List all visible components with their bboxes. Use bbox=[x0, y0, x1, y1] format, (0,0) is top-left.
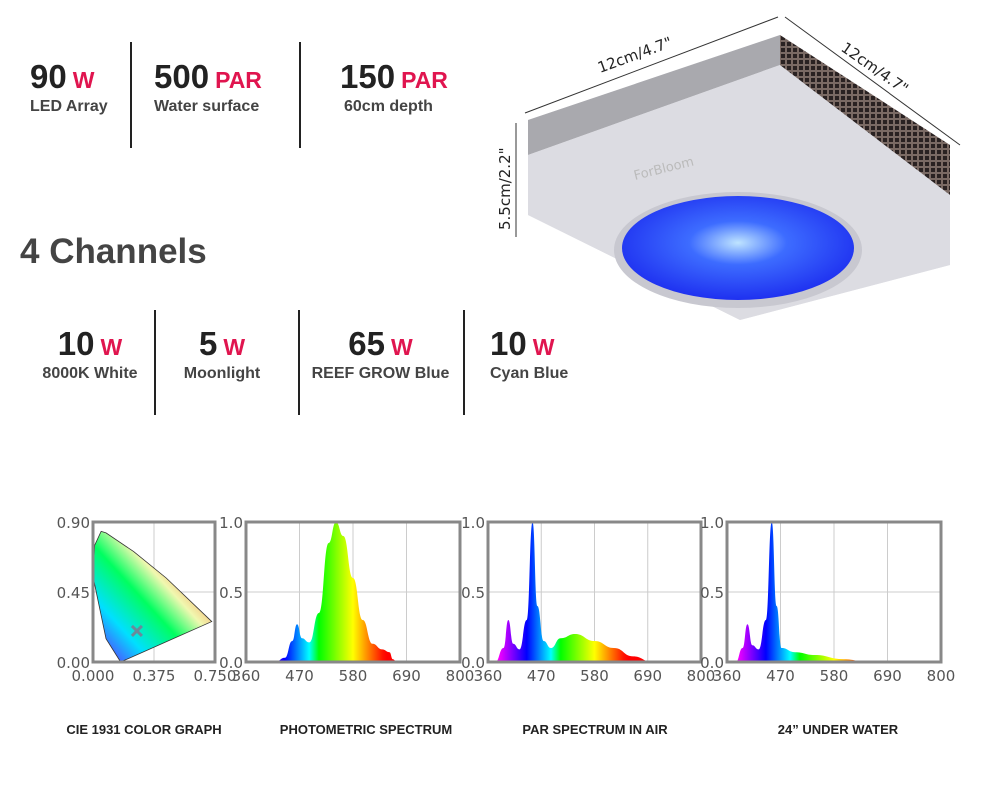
channel-value: 10 bbox=[490, 325, 527, 362]
side-band bbox=[528, 35, 780, 155]
plot-frame bbox=[486, 520, 703, 664]
caption-cie: CIE 1931 COLOR GRAPH bbox=[66, 722, 222, 737]
depth-dimension-line bbox=[784, 16, 961, 146]
x-tick-label: 800 bbox=[446, 667, 475, 685]
channel-value: 65 bbox=[348, 325, 385, 362]
channel-unit: W bbox=[223, 334, 246, 360]
spectrum-area bbox=[495, 522, 653, 662]
x-tick-label: 580 bbox=[339, 667, 368, 685]
x-tick-label: 470 bbox=[766, 667, 795, 685]
spec-value: 500 bbox=[154, 58, 210, 95]
plot-frame bbox=[244, 520, 462, 664]
x-tick-label: 0.750 bbox=[194, 667, 237, 685]
spec-water-surface: 500 PAR Water surface bbox=[154, 58, 262, 116]
spec-label: 60cm depth bbox=[344, 98, 433, 115]
divider bbox=[154, 310, 156, 415]
channel-value: 5 bbox=[198, 325, 218, 362]
x-tick-label: 690 bbox=[633, 667, 662, 685]
spec-value: 150 bbox=[340, 58, 396, 95]
divider bbox=[463, 310, 465, 415]
y-tick-label: 1.0 bbox=[700, 514, 724, 532]
y-tick-label: 1.0 bbox=[219, 514, 243, 532]
y-tick-label: 0.90 bbox=[57, 514, 90, 532]
spec-unit: W bbox=[72, 67, 95, 93]
x-tick-label: 0.000 bbox=[72, 667, 115, 685]
channel-unit: W bbox=[391, 334, 413, 360]
spec-led-array: 90 W LED Array bbox=[30, 58, 108, 116]
channel-unit: W bbox=[100, 334, 123, 360]
channels-title: 4 Channels bbox=[20, 232, 207, 271]
y-tick-label: 0.5 bbox=[461, 584, 485, 602]
spec-label: Water surface bbox=[154, 98, 260, 115]
height-label: 5.5cm/2.2" bbox=[496, 147, 514, 230]
spec-value: 90 bbox=[30, 58, 67, 95]
channel-white: 10 W 8000K White bbox=[35, 325, 145, 383]
width-dimension-line bbox=[524, 16, 779, 114]
channel-label: REEF GROW Blue bbox=[311, 365, 450, 382]
divider bbox=[130, 42, 132, 148]
channel-label: 8000K White bbox=[42, 365, 138, 382]
vent-grill bbox=[780, 35, 950, 195]
channel-label: Cyan Blue bbox=[490, 365, 569, 382]
x-tick-label: 800 bbox=[687, 667, 716, 685]
channel-unit: W bbox=[532, 334, 555, 360]
caption-under-water: 24” UNDER WATER bbox=[777, 722, 899, 737]
channel-value: 10 bbox=[57, 325, 95, 362]
caption-photometric: PHOTOMETRIC SPECTRUM bbox=[279, 722, 453, 737]
spectrum-area bbox=[735, 522, 869, 662]
y-tick-label: 0.5 bbox=[219, 584, 243, 602]
x-tick-label: 360 bbox=[474, 667, 503, 685]
charts: 0.000 0.375 0.750 0.00 0.45 0.90 360 470 580 690 8… bbox=[57, 514, 956, 685]
channel-cyan-blue: 10 W Cyan Blue bbox=[490, 325, 568, 383]
divider bbox=[299, 42, 301, 148]
x-tick-label: 360 bbox=[232, 667, 261, 685]
spec-unit: PAR bbox=[215, 67, 262, 93]
y-tick-label: 0.45 bbox=[57, 584, 90, 602]
spectrum-area bbox=[275, 522, 397, 662]
plot-frame bbox=[91, 520, 217, 664]
x-tick-label: 470 bbox=[285, 667, 314, 685]
x-tick-label: 360 bbox=[713, 667, 742, 685]
x-tick-label: 580 bbox=[580, 667, 609, 685]
y-tick-label: 0.0 bbox=[461, 654, 485, 672]
plot-frame bbox=[725, 520, 943, 664]
product-light-image: ForBloom 12cm/4.7" 12cm/4.7" 5.5cm/2.2" bbox=[496, 16, 961, 320]
y-tick-label: 0.00 bbox=[57, 654, 90, 672]
spec-unit: PAR bbox=[401, 67, 448, 93]
led-lens-icon bbox=[622, 196, 854, 300]
x-tick-label: 690 bbox=[392, 667, 421, 685]
x-tick-label: 0.375 bbox=[133, 667, 176, 685]
y-tick-label: 0.0 bbox=[700, 654, 724, 672]
spec-depth: 150 PAR 60cm depth bbox=[340, 58, 448, 116]
channel-label: Moonlight bbox=[183, 365, 261, 382]
white-point-marker bbox=[130, 624, 143, 637]
x-tick-label: 580 bbox=[820, 667, 849, 685]
cie-gamut bbox=[92, 530, 213, 663]
width-label: 12cm/4.7" bbox=[595, 33, 674, 77]
divider bbox=[298, 310, 300, 415]
y-tick-label: 0.0 bbox=[219, 654, 243, 672]
channel-reef-grow-blue: 65 W REEF GROW Blue bbox=[308, 325, 453, 383]
y-tick-label: 0.5 bbox=[700, 584, 724, 602]
y-tick-label: 1.0 bbox=[461, 514, 485, 532]
caption-par-air: PAR SPECTRUM IN AIR bbox=[522, 722, 668, 737]
x-tick-label: 470 bbox=[527, 667, 556, 685]
spec-label: LED Array bbox=[30, 98, 108, 115]
x-tick-label: 800 bbox=[927, 667, 956, 685]
x-tick-label: 690 bbox=[873, 667, 902, 685]
